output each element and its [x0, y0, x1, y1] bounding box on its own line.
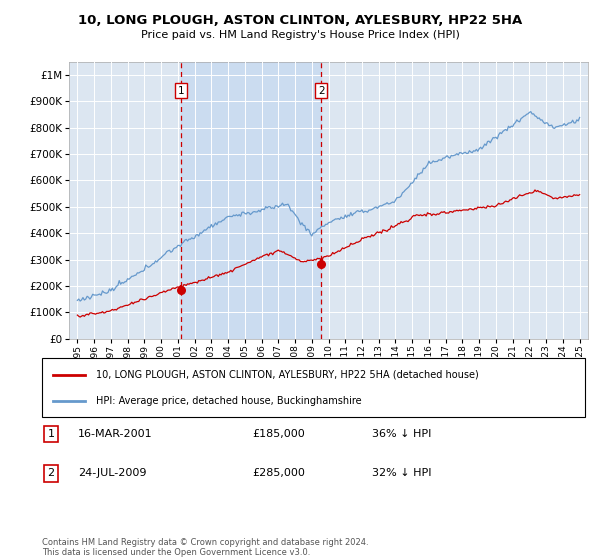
Text: 36% ↓ HPI: 36% ↓ HPI: [372, 429, 431, 439]
Text: 1: 1: [178, 86, 185, 96]
Text: 2: 2: [318, 86, 325, 96]
FancyBboxPatch shape: [42, 358, 585, 417]
Text: 16-MAR-2001: 16-MAR-2001: [78, 429, 152, 439]
Point: [176, 286, 186, 295]
Text: 32% ↓ HPI: 32% ↓ HPI: [372, 468, 431, 478]
Text: £185,000: £185,000: [252, 429, 305, 439]
Text: 10, LONG PLOUGH, ASTON CLINTON, AYLESBURY, HP22 5HA (detached house): 10, LONG PLOUGH, ASTON CLINTON, AYLESBUR…: [97, 370, 479, 380]
Point: [316, 259, 326, 268]
Text: 1: 1: [47, 429, 55, 439]
Text: 2: 2: [47, 468, 55, 478]
Text: 10, LONG PLOUGH, ASTON CLINTON, AYLESBURY, HP22 5HA: 10, LONG PLOUGH, ASTON CLINTON, AYLESBUR…: [78, 14, 522, 27]
Text: 24-JUL-2009: 24-JUL-2009: [78, 468, 146, 478]
Text: £285,000: £285,000: [252, 468, 305, 478]
Text: HPI: Average price, detached house, Buckinghamshire: HPI: Average price, detached house, Buck…: [97, 396, 362, 406]
Text: Price paid vs. HM Land Registry's House Price Index (HPI): Price paid vs. HM Land Registry's House …: [140, 30, 460, 40]
Text: Contains HM Land Registry data © Crown copyright and database right 2024.
This d: Contains HM Land Registry data © Crown c…: [42, 538, 368, 557]
Bar: [181, 62, 321, 339]
